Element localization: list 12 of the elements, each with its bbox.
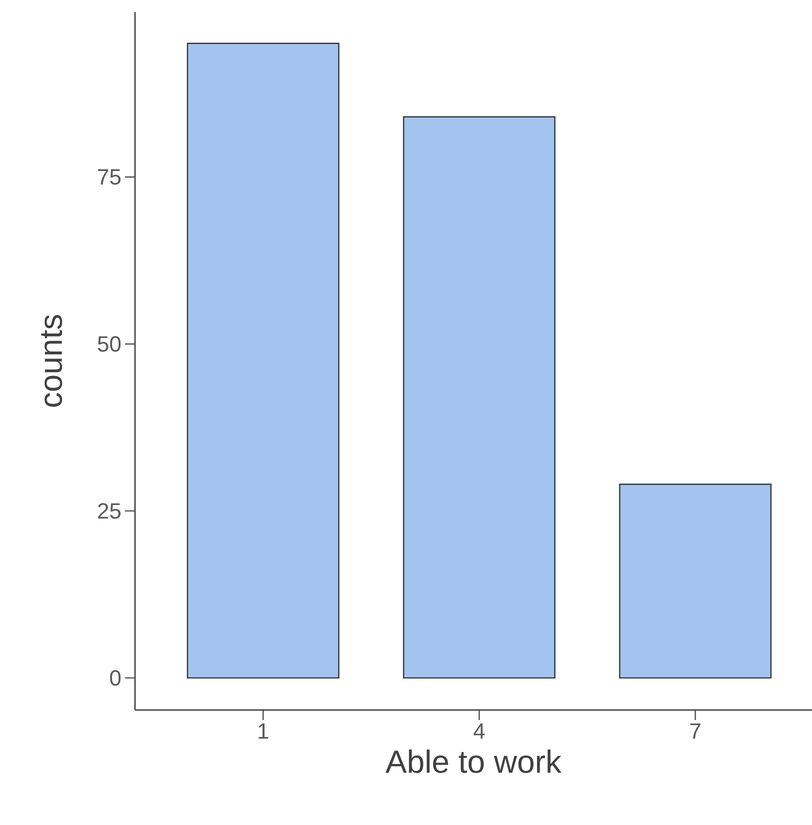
x-tick-label: 1 <box>258 724 268 739</box>
x-axis-title: Able to work <box>386 750 562 774</box>
y-axis-title: counts <box>41 315 62 407</box>
bar <box>186 42 340 679</box>
x-tick-label: 7 <box>690 724 700 739</box>
bar <box>619 484 772 679</box>
y-tick-label: 75 <box>98 169 121 185</box>
y-tick-label: 25 <box>98 503 121 519</box>
bar <box>403 116 556 679</box>
y-tick-label: 0 <box>110 670 121 686</box>
x-tick-label: 4 <box>474 724 485 739</box>
y-tick-label: 50 <box>98 336 121 352</box>
